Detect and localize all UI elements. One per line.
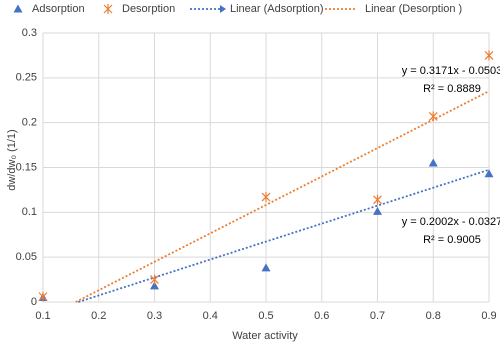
data-point bbox=[373, 194, 382, 205]
trendline bbox=[75, 90, 490, 303]
x-tick-label: 0.2 bbox=[91, 310, 106, 322]
x-tick-label: 0.8 bbox=[426, 310, 441, 322]
y-tick-label: 0.15 bbox=[16, 161, 37, 173]
y-tick-label: 0.25 bbox=[16, 72, 37, 84]
legend-marker bbox=[13, 4, 23, 13]
data-point bbox=[428, 158, 438, 167]
data-point bbox=[150, 281, 159, 290]
legend-label: Desorption bbox=[122, 3, 175, 15]
x-tick-label: 0.6 bbox=[314, 310, 329, 322]
trendline-equation: y = 0.2002x - 0.0327 bbox=[402, 216, 500, 228]
legend-arrow bbox=[220, 5, 226, 13]
legend-marker bbox=[103, 4, 113, 14]
y-tick-label: 0.1 bbox=[22, 206, 37, 218]
y-tick-label: 0.05 bbox=[16, 251, 37, 263]
trendline-r2: R² = 0.8889 bbox=[423, 83, 481, 95]
data-point bbox=[484, 50, 494, 61]
y-axis-label: dw/dw₀ (1/1) bbox=[6, 129, 18, 190]
x-tick-label: 0.3 bbox=[147, 310, 162, 322]
y-tick-label: 0.2 bbox=[22, 117, 37, 129]
legend-label: Adsorption bbox=[32, 3, 85, 15]
data-point bbox=[373, 206, 382, 215]
x-tick-label: 0.4 bbox=[203, 310, 218, 322]
x-axis-label: Water activity bbox=[232, 330, 298, 342]
x-tick-label: 0.7 bbox=[370, 310, 385, 322]
data-point bbox=[484, 169, 494, 178]
trendline-equation: y = 0.3171x - 0.0503 bbox=[402, 65, 500, 77]
x-tick-label: 0.9 bbox=[481, 310, 496, 322]
legend-label: Linear (Desorption ) bbox=[365, 3, 462, 15]
data-point bbox=[428, 111, 438, 122]
y-tick-label: 0 bbox=[31, 296, 37, 308]
data-point bbox=[38, 291, 48, 302]
data-point bbox=[150, 274, 159, 285]
trendline-r2: R² = 0.9005 bbox=[423, 234, 481, 246]
data-point bbox=[261, 263, 271, 272]
y-tick-label: 0.3 bbox=[22, 27, 37, 39]
x-tick-label: 0.5 bbox=[258, 310, 273, 322]
legend-label: Linear (Adsorption) bbox=[230, 3, 324, 15]
data-point bbox=[261, 192, 271, 203]
x-tick-label: 0.1 bbox=[35, 310, 50, 322]
